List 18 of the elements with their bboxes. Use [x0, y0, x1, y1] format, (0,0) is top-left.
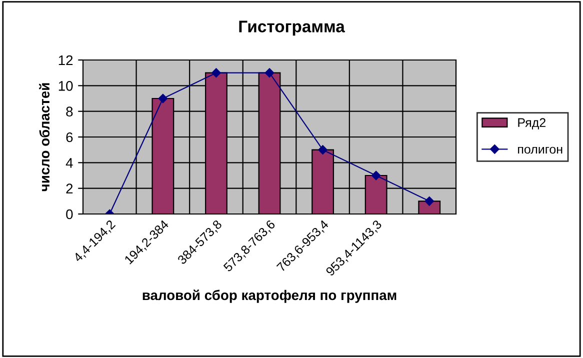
point: [424, 196, 434, 206]
y-axis-title: число областей: [39, 83, 50, 192]
point: [158, 94, 168, 104]
y-tick-label: 4: [66, 158, 73, 168]
y-tick-label: 8: [66, 106, 73, 117]
point: [318, 145, 328, 154]
y-tick-label: 12: [58, 55, 73, 66]
point: [212, 68, 221, 78]
y-tick-label: 2: [66, 184, 73, 194]
chart-title: Гистограмма: [239, 20, 345, 36]
point: [371, 170, 381, 180]
y-tick-label: 6: [66, 132, 73, 142]
y-tick-label: 0: [66, 209, 73, 220]
x-axis-title: валовой сбор картофеля по группам: [142, 290, 396, 303]
point: [264, 68, 274, 78]
legend-label: полигон: [518, 146, 562, 154]
y-tick-label: 10: [58, 81, 73, 91]
legend-label: Ряд2: [518, 118, 546, 130]
